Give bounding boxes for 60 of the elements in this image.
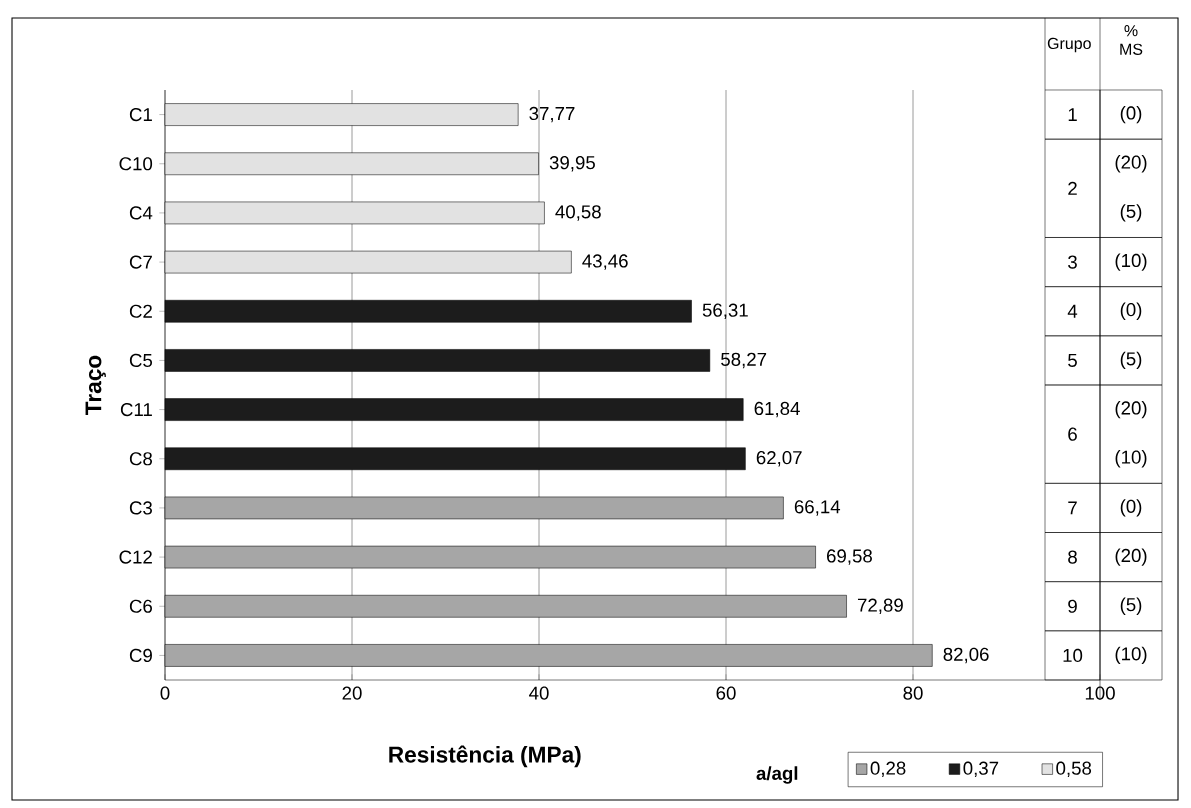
x-tick-label: 80 (903, 686, 923, 700)
annotation: 7 (1068, 501, 1077, 515)
y-tick-label: C12 (119, 550, 152, 564)
y-tick-label: C5 (129, 353, 153, 368)
text: (0) (1120, 105, 1142, 124)
annotation: 1 (1068, 108, 1077, 121)
annotation: 4 (1067, 304, 1078, 318)
annotation: 9 (1068, 599, 1077, 613)
annotation: 6 (1068, 427, 1077, 441)
x-tick-label: 20 (342, 686, 362, 700)
x-tick-label: 0 (160, 686, 170, 700)
text: (10) (1115, 450, 1147, 468)
text: (5) (1120, 597, 1142, 615)
annotation: 8 (1068, 550, 1077, 564)
data-label: 40,58 (555, 205, 601, 221)
text: (20) (1115, 400, 1147, 419)
annotation: 2 (1068, 181, 1077, 195)
y-tick-label: C1 (129, 107, 152, 122)
text: Grupo (1047, 37, 1091, 53)
x-tick-label: 60 (716, 686, 736, 700)
text: (20) (1115, 155, 1147, 173)
y-tick-label: C4 (129, 206, 153, 220)
annotation: 5 (1068, 353, 1077, 367)
data-label: 43,46 (582, 254, 628, 270)
y-tick-label: C3 (129, 501, 152, 515)
text: (10) (1115, 646, 1147, 665)
text: (5) (1120, 351, 1142, 370)
text: (0) (1120, 302, 1142, 320)
x-axis-title: Resistência (MPa) (389, 745, 581, 768)
data-label: 37,77 (529, 106, 575, 123)
data-label: 72,89 (857, 598, 903, 614)
y-tick-label: C8 (129, 452, 153, 466)
legend-label: 0,28 (870, 761, 906, 777)
y-tick-label: C2 (129, 304, 152, 318)
annotation: 10 (1063, 648, 1083, 663)
data-label: 62,07 (756, 451, 802, 467)
legend-label: 0,37 (963, 761, 999, 777)
x-tick-label: 40 (529, 686, 549, 700)
y-tick-label: C6 (129, 599, 152, 613)
text: (0) (1120, 499, 1142, 517)
data-label: 82,06 (943, 647, 989, 664)
data-label: 61,84 (754, 401, 800, 418)
x-tick-label: 100 (1085, 686, 1115, 700)
data-label: 39,95 (549, 156, 595, 172)
legend-title: a/agl (756, 766, 798, 784)
y-tick-label: C7 (129, 255, 152, 269)
y-tick-label: C11 (120, 402, 152, 417)
text: % MS (1120, 25, 1143, 55)
data-label: 69,58 (827, 549, 872, 565)
data-label: 58,27 (721, 352, 767, 369)
y-tick-label: C10 (119, 157, 153, 171)
data-label: 66,14 (794, 500, 841, 516)
data-label: 56,31 (702, 303, 748, 319)
y-tick-label: C9 (129, 648, 152, 663)
text: (5) (1120, 204, 1142, 222)
text: (10) (1115, 253, 1147, 271)
y-axis-title: Traço (85, 355, 106, 415)
annotation: 3 (1068, 255, 1077, 269)
text: (20) (1115, 548, 1147, 566)
legend-label: 0,58 (1056, 761, 1092, 777)
